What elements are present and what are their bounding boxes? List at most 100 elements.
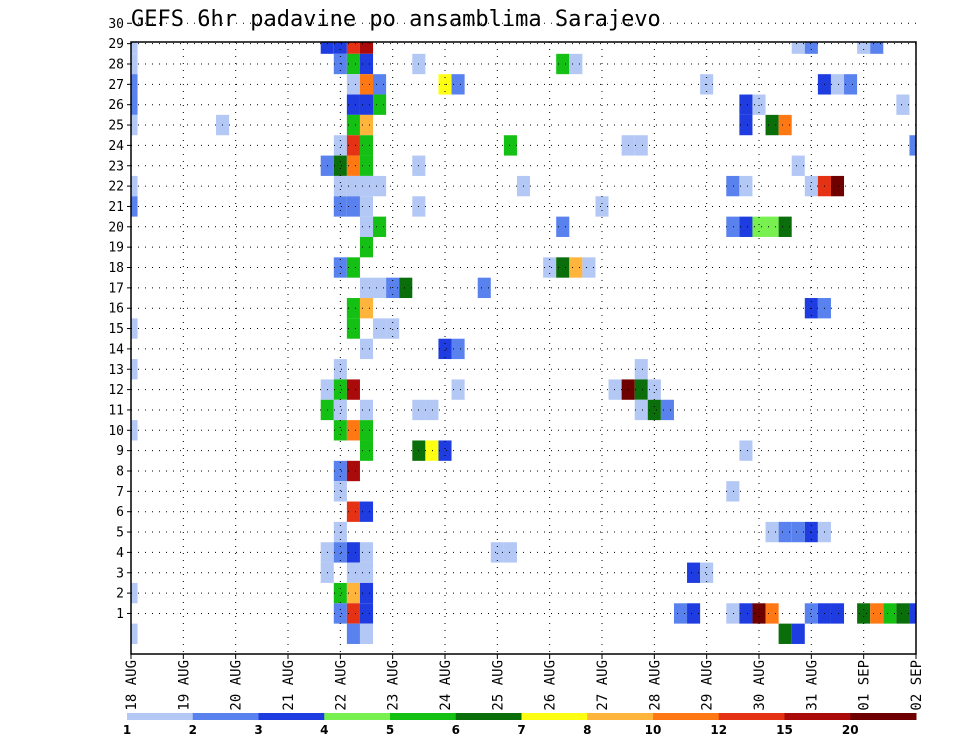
precip-cell: [346, 501, 360, 522]
precip-cell: [346, 379, 360, 400]
x-tick-label: 01 SEP: [857, 660, 873, 711]
precip-cell: [739, 94, 753, 115]
precip-cell: [359, 196, 374, 217]
y-axis-ticks: 1234567891011121314151617181920212223242…: [108, 17, 131, 622]
colorbar-swatch: [587, 713, 654, 720]
precip-cell: [778, 216, 792, 237]
precip-cell: [687, 562, 701, 583]
precip-cell: [778, 623, 792, 644]
precip-cell: [346, 155, 360, 176]
x-tick-label: 28 AUG: [647, 660, 663, 711]
precip-cell: [346, 298, 360, 319]
precip-cell: [451, 338, 465, 360]
precip-cell: [333, 42, 347, 54]
precip-cell: [778, 521, 792, 543]
y-tick-label: 29: [108, 37, 124, 52]
precip-cell: [131, 623, 138, 644]
y-tick-label: 15: [108, 322, 124, 337]
precip-cell: [333, 481, 347, 502]
x-tick-label: 20 AUG: [229, 660, 245, 711]
precip-cell: [333, 379, 347, 400]
precip-cell: [778, 114, 792, 136]
precip-cell: [373, 94, 387, 115]
precip-cell: [490, 542, 504, 563]
precip-cell: [857, 603, 871, 624]
precip-cell: [131, 582, 138, 604]
y-tick-label: 12: [108, 383, 124, 398]
precip-cell: [451, 74, 465, 95]
colorbar-swatch: [324, 713, 391, 720]
precip-cell: [909, 135, 916, 156]
precip-cell: [346, 74, 360, 95]
precip-cell: [739, 114, 753, 136]
precip-cell: [359, 114, 374, 136]
precip-cell: [477, 277, 491, 299]
y-tick-label: 1: [116, 607, 124, 622]
precip-cell: [765, 521, 779, 543]
precip-cell: [425, 440, 439, 461]
precip-cell: [373, 277, 387, 299]
colorbar-label: 12: [710, 723, 727, 737]
precip-cell: [373, 74, 387, 95]
y-tick-label: 4: [116, 546, 124, 561]
precip-cell: [765, 216, 779, 237]
precip-cell: [830, 74, 845, 95]
precip-cell: [333, 155, 347, 176]
precip-cell: [359, 94, 374, 115]
precip-cell: [634, 399, 648, 421]
y-tick-label: 8: [116, 465, 124, 480]
precip-cell: [333, 603, 347, 624]
precip-cell: [359, 542, 374, 563]
precip-cell: [359, 298, 374, 319]
precip-cell: [359, 420, 374, 441]
y-tick-label: 27: [108, 78, 124, 93]
colorbar-label: 15: [776, 723, 793, 737]
precip-cell: [333, 399, 347, 421]
precip-cell: [346, 420, 360, 441]
precip-cell: [359, 155, 374, 176]
precip-cell: [373, 318, 387, 339]
precip-cell: [131, 175, 138, 197]
precip-cell: [333, 196, 347, 217]
y-tick-label: 23: [108, 159, 124, 174]
precip-cell: [333, 582, 347, 604]
precip-cell: [857, 42, 871, 54]
precip-cell: [359, 277, 374, 299]
y-tick-label: 7: [116, 485, 124, 500]
colorbar-label: 6: [452, 723, 460, 737]
precip-cell: [333, 175, 347, 197]
colorbar-swatch: [850, 713, 917, 720]
colorbar: 1 2 3 4 5 6 7 8 10 12 15 20: [123, 713, 917, 737]
x-tick-label: 26 AUG: [543, 660, 559, 711]
precip-cell: [451, 379, 465, 400]
x-tick-label: 18 AUG: [124, 660, 140, 711]
precip-cell: [346, 562, 360, 583]
colorbar-label: 5: [386, 723, 394, 737]
precip-cell: [333, 460, 347, 482]
y-tick-label: 14: [108, 342, 124, 357]
precip-cell: [791, 521, 805, 543]
precip-cell: [791, 623, 805, 644]
y-tick-label: 19: [108, 241, 124, 256]
x-tick-label: 19 AUG: [176, 660, 192, 711]
precip-cell: [660, 399, 674, 421]
y-tick-label: 30: [108, 17, 124, 32]
precip-cell: [359, 135, 374, 156]
precip-cell: [131, 359, 138, 380]
precip-cell: [359, 399, 374, 421]
precip-cell: [359, 42, 374, 54]
precip-cell: [556, 257, 570, 278]
precip-cell: [346, 582, 360, 604]
x-tick-label: 02 SEP: [909, 660, 925, 711]
chart-title: GEFS 6hr padavine po ansamblima Sarajevo: [131, 7, 661, 32]
precip-cell: [346, 318, 360, 339]
y-tick-label: 25: [108, 119, 124, 134]
precip-cell: [333, 257, 347, 278]
y-tick-label: 9: [116, 444, 124, 459]
colorbar-label: 3: [254, 723, 262, 737]
precip-cell: [543, 257, 557, 278]
precip-cell: [726, 603, 740, 624]
precip-cell: [438, 338, 452, 360]
y-tick-label: 3: [116, 566, 124, 581]
